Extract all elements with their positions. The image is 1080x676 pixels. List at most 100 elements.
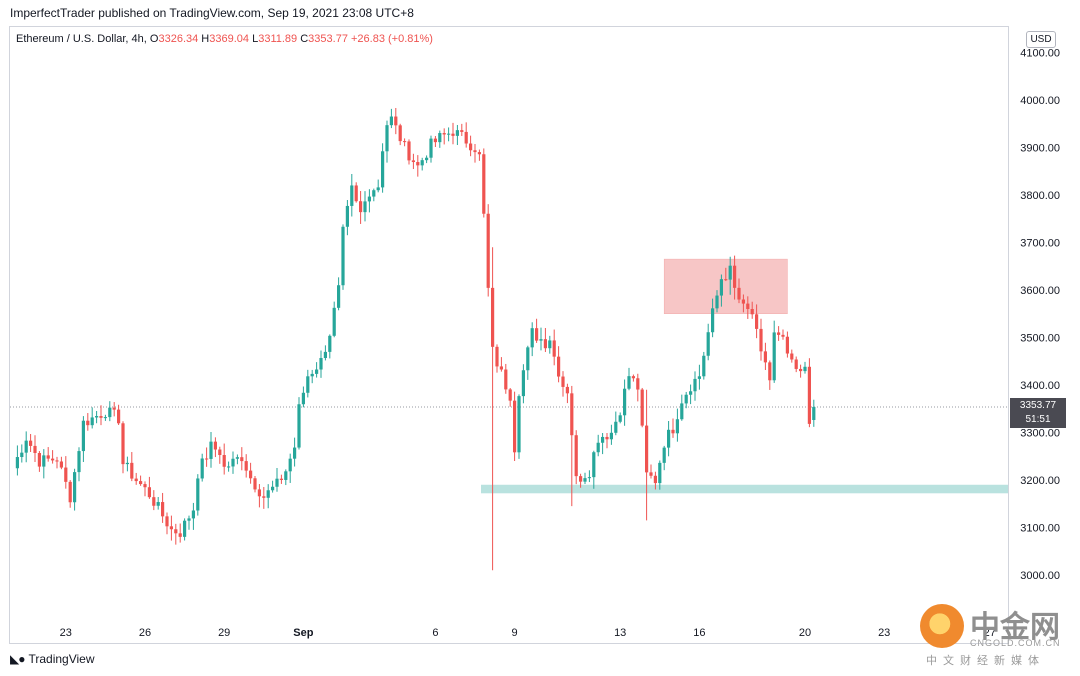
symbol-legend: Ethereum / U.S. Dollar, 4h, O3326.34 H33… (16, 33, 433, 45)
candle (235, 454, 239, 465)
candle (81, 416, 85, 462)
candle (807, 358, 811, 428)
candle-body (257, 489, 261, 497)
candle-body (438, 133, 442, 143)
candle-body (473, 150, 477, 153)
candle (746, 296, 750, 319)
candle-body (183, 520, 187, 537)
candle-body (733, 265, 737, 288)
candle-body (561, 376, 565, 387)
candle-body (477, 152, 481, 155)
candle-body (781, 334, 785, 337)
candle (671, 418, 675, 438)
candle-body (794, 359, 798, 369)
candle-body (64, 467, 68, 482)
candle-body (178, 533, 182, 537)
candle (315, 362, 319, 378)
candle (51, 450, 55, 464)
candle (240, 447, 244, 471)
candle-body (799, 368, 803, 372)
candle-body (521, 370, 525, 397)
candle-body (108, 407, 112, 418)
currency-button[interactable]: USD (1026, 31, 1056, 48)
candle (262, 487, 266, 509)
x-tick-label: 26 (139, 627, 151, 639)
candle (389, 108, 393, 129)
candle-body (398, 125, 402, 142)
candle-body (407, 141, 411, 161)
chart-pane[interactable] (9, 26, 1009, 644)
candle (561, 371, 565, 397)
candle (557, 346, 561, 383)
candle (134, 472, 138, 485)
candle (570, 385, 574, 507)
candle (605, 433, 609, 449)
candle-body (363, 201, 367, 213)
candle (411, 153, 415, 170)
x-tick-label: 29 (218, 627, 230, 639)
candle (143, 481, 147, 497)
candle-body (455, 130, 459, 136)
candle-body (605, 436, 609, 440)
candle-body (77, 451, 81, 473)
candle (227, 461, 231, 472)
candle (741, 294, 745, 313)
candle-body (614, 421, 618, 433)
candle (152, 490, 156, 511)
candle-body (737, 287, 741, 300)
candle-body (469, 143, 473, 151)
tradingview-logo[interactable]: ◣● TradingView (10, 652, 95, 666)
candle (24, 431, 28, 463)
candle (99, 405, 103, 426)
candle (552, 329, 556, 366)
candle (29, 433, 33, 452)
candle (64, 456, 68, 489)
candle-body (271, 486, 275, 491)
candle (763, 342, 767, 371)
candle-body (777, 332, 781, 335)
watermark: 中金网 CNGOLD.COM.CN 中文财经新媒体 (920, 600, 1070, 670)
candle (535, 318, 539, 343)
candle-body (702, 355, 706, 377)
candle-body (411, 160, 415, 163)
candle (271, 480, 275, 493)
candle (645, 389, 649, 521)
candle-body (332, 307, 336, 336)
candle-body (117, 409, 121, 424)
candle-body (587, 477, 591, 479)
candle (398, 123, 402, 146)
candle-body (433, 138, 437, 143)
candle (513, 391, 517, 461)
candle-body (323, 351, 327, 359)
open-label: O (149, 33, 159, 45)
candle (486, 204, 490, 297)
candle (719, 274, 723, 307)
candle (693, 371, 697, 401)
publisher-line: ImperfectTrader published on TradingView… (10, 6, 414, 20)
candle-body (627, 376, 631, 389)
candle-body (354, 185, 358, 202)
candle-body (103, 417, 107, 419)
candle-body (165, 516, 169, 527)
candle (77, 447, 81, 482)
candle (543, 328, 547, 353)
candle (601, 433, 605, 455)
candle (147, 476, 151, 499)
candle-body (680, 403, 684, 420)
x-tick-label: 16 (693, 627, 705, 639)
y-tick-label: 4100.00 (1020, 48, 1060, 60)
y-tick-label: 3300.00 (1020, 428, 1060, 440)
candle-body (240, 457, 244, 462)
candle (658, 460, 662, 490)
candle-body (389, 116, 393, 126)
candle (341, 224, 345, 290)
candle (266, 484, 270, 509)
candle-body (24, 440, 28, 453)
candle (284, 469, 288, 486)
candle-body (200, 458, 204, 479)
candle-body (763, 351, 767, 363)
candle-body (557, 356, 561, 377)
candle (530, 322, 534, 357)
candle-body (293, 447, 297, 459)
